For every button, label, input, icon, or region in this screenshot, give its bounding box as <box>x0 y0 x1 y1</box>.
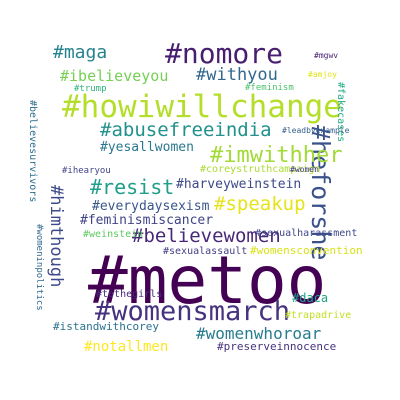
hashtag-believesurvivors: #believesurvivors <box>27 100 38 203</box>
hashtag-speakup: #speakup <box>214 193 306 215</box>
hashtag-daca: #daca <box>292 291 329 305</box>
hashtag-imwithher: #imwithher <box>210 143 343 168</box>
hashtag-coreystruthcampaign: #coreystruthcampaign <box>200 164 321 175</box>
hashtag-withyou: #withyou <box>196 65 278 85</box>
hashtag-trump: #trump <box>74 84 107 94</box>
hashtag-leadbyexample: #leadbyexample <box>282 126 350 135</box>
hashtag-believewomen: #believewomen <box>132 225 281 247</box>
hashtag-weinstein: #weinstein <box>83 229 144 240</box>
hashtag-preserveinnocence: #preserveinnocence <box>217 340 337 353</box>
hashtag-womensconvention: #womensconvention <box>250 244 363 257</box>
hashtag-yesallwomen: #yesallwomen <box>100 140 194 155</box>
hashtag-himthough: #himthough <box>46 185 66 288</box>
hashtag-everydaysexism: #everydaysexism <box>92 199 210 214</box>
hashtag-howiwillchange: #howiwillchange <box>62 89 342 125</box>
hashtag-mgwv: #mgwv <box>314 51 339 60</box>
hashtag-notallmen: #notallmen <box>84 339 169 355</box>
hashtag-feminismiscancer: #feminismiscancer <box>80 213 214 228</box>
hashtag-ibelieveyou: #ibelieveyou <box>60 67 169 85</box>
hashtag-womeninpolitics: #womeninpolitics <box>34 224 44 311</box>
hashtag-abusefreeindia: #abusefreeindia <box>100 119 272 141</box>
hashtag-womensmarch: #womensmarch <box>95 296 291 327</box>
hashtag-tothegirls: #tothegirls <box>96 289 163 300</box>
hashtag-istandwithcorey: #istandwithcorey <box>53 320 159 333</box>
hashtag-ihearyou: #ihearyou <box>62 166 111 176</box>
hashtag-metoo: #metoo <box>88 242 327 319</box>
hashtag-sexualassault: #sexualassault <box>163 246 248 257</box>
hashtag-women: #women <box>290 165 319 174</box>
hashtag-maga: #maga <box>53 42 108 63</box>
hashtag-womenwhoroar: #womenwhoroar <box>196 324 322 343</box>
hashtag-feminism: #feminism <box>245 83 294 93</box>
hashtag-resist: #resist <box>90 175 175 199</box>
hashtag-harveyweinstein: #harveyweinstein <box>176 177 302 192</box>
hashtag-trapadrive: #trapadrive <box>285 310 352 321</box>
hashtag-sexualharassment: #sexualharassment <box>255 228 358 239</box>
hashtag-nomore: #nomore <box>165 37 284 70</box>
hashtag-amjoy: #amjoy <box>308 70 337 79</box>
